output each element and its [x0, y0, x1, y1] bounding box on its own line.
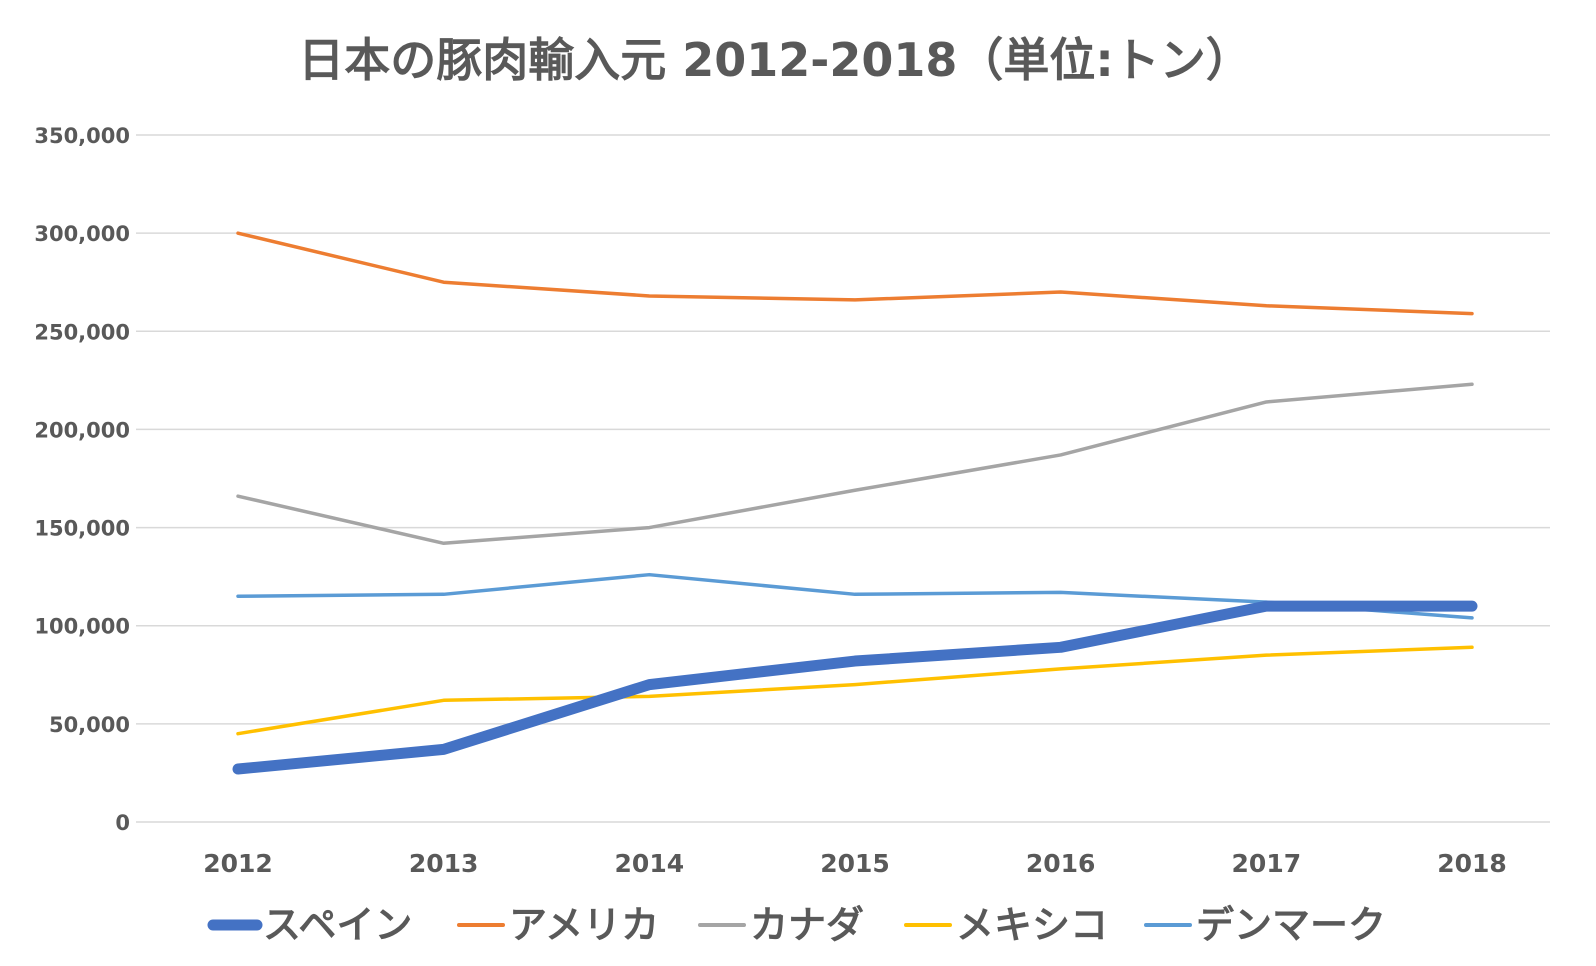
- data-point: [1060, 646, 1062, 648]
- legend-label: メキシコ: [956, 903, 1108, 947]
- x-tick-label: 2013: [409, 849, 479, 878]
- x-tick-label: 2015: [820, 849, 890, 878]
- data-point: [237, 495, 239, 497]
- data-point: [648, 695, 650, 697]
- legend-item: デンマーク: [1144, 903, 1386, 947]
- data-point: [1471, 313, 1473, 315]
- data-point: [1265, 305, 1267, 307]
- legend-item: メキシコ: [904, 903, 1108, 947]
- series-lines: [232, 231, 1478, 775]
- legend-item: アメリカ: [457, 903, 659, 947]
- chart-title: 日本の豚肉輸入元 2012-2018（単位:トン）: [298, 33, 1252, 87]
- series-1: [236, 231, 1474, 316]
- data-point: [443, 542, 445, 544]
- y-tick-label: 100,000: [34, 615, 130, 639]
- data-point: [1060, 454, 1062, 456]
- data-point: [237, 733, 239, 735]
- x-axis-ticks: 2012 2013 2014 2015 2016 2017 2018: [203, 849, 1507, 878]
- legend-label: スペイン: [263, 903, 412, 947]
- data-point: [1060, 591, 1062, 593]
- x-tick-label: 2014: [615, 849, 685, 878]
- series-2: [236, 382, 1474, 546]
- data-point: [648, 684, 650, 686]
- x-tick-label: 2016: [1026, 849, 1096, 878]
- data-point: [854, 660, 856, 662]
- legend: スペイン アメリカ カナダ メキシコ デンマーク: [207, 903, 1386, 947]
- legend-label: カナダ: [750, 903, 864, 947]
- data-point: [443, 699, 445, 701]
- y-axis-ticks: 0 50,000 100,000 150,000 200,000 250,000 300,0…: [34, 124, 130, 835]
- data-point: [648, 527, 650, 529]
- data-point: [237, 232, 239, 234]
- data-point: [854, 489, 856, 491]
- data-point: [443, 281, 445, 283]
- y-tick-label: 350,000: [34, 124, 130, 148]
- data-point: [1060, 291, 1062, 293]
- data-point: [237, 595, 239, 597]
- data-point: [1471, 646, 1473, 648]
- x-tick-label: 2017: [1232, 849, 1302, 878]
- data-point: [854, 299, 856, 301]
- y-tick-label: 200,000: [34, 418, 130, 442]
- data-point: [443, 593, 445, 595]
- legend-item: カナダ: [698, 903, 864, 947]
- data-point: [648, 574, 650, 576]
- data-point: [854, 684, 856, 686]
- y-tick-label: 300,000: [34, 222, 130, 246]
- x-tick-label: 2018: [1437, 849, 1507, 878]
- series-3: [236, 645, 1474, 736]
- data-point: [1471, 617, 1473, 619]
- y-tick-label: 250,000: [34, 320, 130, 344]
- data-point: [648, 295, 650, 297]
- series-0: [232, 600, 1478, 775]
- data-point: [854, 593, 856, 595]
- data-point: [1471, 605, 1473, 607]
- data-point: [1471, 383, 1473, 385]
- legend-item: スペイン: [207, 903, 412, 947]
- legend-label: アメリカ: [509, 903, 659, 947]
- legend-label: デンマーク: [1196, 903, 1386, 947]
- y-tick-label: 0: [115, 811, 130, 835]
- data-point: [1265, 401, 1267, 403]
- y-tick-label: 150,000: [34, 517, 130, 541]
- data-point: [443, 748, 445, 750]
- data-point: [237, 768, 239, 770]
- x-tick-label: 2012: [203, 849, 273, 878]
- data-point: [1265, 654, 1267, 656]
- y-tick-label: 50,000: [49, 713, 130, 737]
- data-point: [1265, 605, 1267, 607]
- data-point: [1060, 668, 1062, 670]
